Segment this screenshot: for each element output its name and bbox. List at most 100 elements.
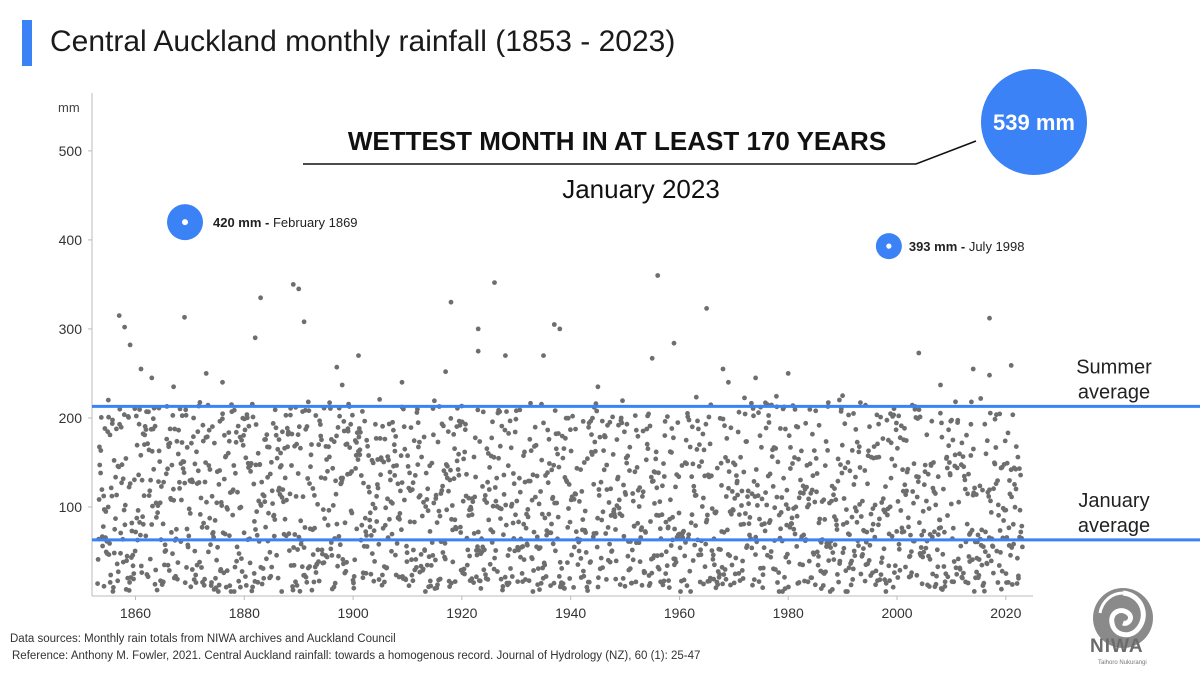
data-point	[508, 445, 514, 451]
data-point	[858, 514, 864, 519]
data-point	[186, 533, 192, 539]
data-point	[561, 446, 567, 451]
data-point	[684, 461, 689, 467]
data-point	[334, 364, 340, 370]
data-point	[264, 432, 270, 438]
data-point	[644, 426, 650, 432]
data-point	[297, 588, 303, 594]
data-point	[214, 557, 220, 563]
x-tick-label: 1860	[120, 605, 151, 621]
data-point	[193, 580, 199, 585]
data-point	[878, 414, 883, 420]
data-point	[451, 432, 457, 437]
data-point	[204, 499, 209, 505]
data-point	[184, 526, 190, 532]
data-point	[823, 569, 828, 575]
data-point	[423, 589, 428, 594]
data-point	[372, 559, 377, 564]
data-point	[903, 564, 908, 570]
data-point	[703, 541, 709, 547]
data-point	[391, 442, 397, 448]
data-point	[653, 456, 659, 462]
data-point	[122, 522, 128, 528]
data-point	[640, 489, 646, 495]
data-point	[657, 499, 663, 505]
data-point	[580, 419, 586, 424]
data-point	[678, 589, 683, 594]
data-point	[279, 589, 285, 594]
data-point	[296, 286, 302, 292]
data-point	[681, 528, 686, 534]
data-point	[253, 527, 258, 532]
data-point	[316, 442, 322, 448]
data-point	[812, 582, 818, 588]
data-point	[677, 545, 683, 551]
data-point	[436, 508, 442, 514]
data-point	[327, 454, 332, 460]
data-point	[194, 449, 199, 455]
data-point	[753, 375, 758, 381]
data-point	[556, 431, 561, 436]
data-point	[287, 548, 292, 553]
data-point	[98, 415, 104, 420]
data-point	[723, 455, 728, 460]
data-point	[364, 437, 370, 443]
data-point	[287, 491, 293, 497]
data-point	[171, 497, 177, 503]
data-point	[895, 499, 901, 504]
data-point	[1010, 412, 1016, 418]
data-point	[187, 511, 193, 516]
data-point	[389, 531, 395, 537]
data-point	[453, 526, 459, 532]
data-point	[551, 322, 557, 327]
data-point	[636, 540, 642, 546]
x-tick-label: 1940	[555, 605, 586, 621]
data-point	[343, 568, 349, 574]
data-point	[864, 529, 870, 535]
data-point	[987, 410, 993, 416]
data-point	[546, 436, 552, 442]
data-point	[278, 450, 283, 456]
data-point	[189, 440, 194, 446]
data-point	[755, 503, 760, 508]
data-point	[405, 453, 410, 459]
data-point	[156, 479, 161, 484]
data-point	[555, 514, 561, 520]
data-point	[504, 409, 509, 414]
data-point	[113, 474, 118, 480]
data-point	[356, 353, 361, 358]
data-point	[126, 415, 131, 420]
data-point	[557, 326, 563, 332]
data-point	[755, 482, 760, 488]
data-point	[840, 522, 846, 527]
data-point	[316, 559, 321, 564]
data-point	[307, 481, 312, 486]
data-point	[296, 424, 302, 430]
data-point	[538, 489, 543, 494]
data-point	[948, 501, 954, 507]
data-point	[725, 458, 731, 464]
data-point	[464, 562, 470, 568]
data-point	[527, 436, 533, 442]
data-point	[503, 353, 508, 358]
data-point	[892, 463, 898, 468]
data-point	[331, 439, 337, 445]
data-point	[445, 463, 450, 469]
data-point	[191, 415, 197, 421]
data-point	[688, 589, 693, 594]
data-point	[376, 577, 382, 582]
data-point	[698, 552, 704, 558]
data-point	[745, 488, 751, 494]
data-point	[149, 448, 155, 454]
data-point	[410, 480, 416, 486]
data-point	[536, 501, 542, 507]
data-point	[443, 471, 449, 477]
data-point	[493, 548, 499, 553]
data-point	[131, 571, 137, 576]
data-point	[761, 545, 767, 551]
data-point	[304, 579, 310, 585]
data-point	[316, 578, 322, 584]
data-point	[551, 462, 557, 468]
data-point	[691, 483, 697, 489]
data-point	[968, 421, 974, 427]
